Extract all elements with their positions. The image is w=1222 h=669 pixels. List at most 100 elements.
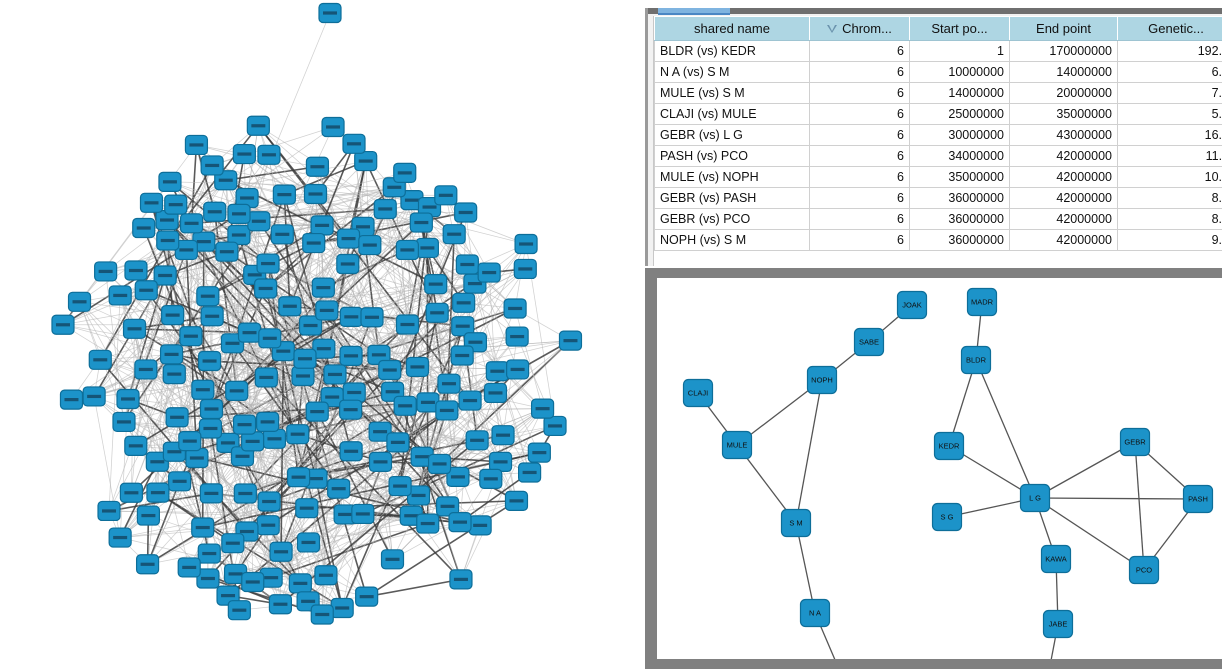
main-network-node[interactable]	[112, 411, 136, 433]
cell-chromosome[interactable]: 6	[809, 82, 910, 104]
main-network-edge[interactable]	[214, 126, 334, 213]
main-network-node[interactable]	[197, 350, 222, 372]
cell-chromosome[interactable]: 6	[809, 145, 910, 167]
main-network-edge[interactable]	[231, 342, 340, 490]
main-network-node[interactable]	[191, 517, 215, 538]
main-network-edge[interactable]	[421, 392, 496, 458]
main-network-node[interactable]	[225, 380, 249, 401]
main-network-node[interactable]	[327, 478, 351, 499]
main-network-node[interactable]	[227, 203, 251, 224]
main-network-node[interactable]	[323, 364, 347, 385]
main-network-edge[interactable]	[379, 325, 464, 432]
main-network-edge[interactable]	[252, 485, 401, 583]
node-shape[interactable]	[931, 502, 963, 532]
node-shape[interactable]	[682, 378, 714, 408]
main-network-node[interactable]	[424, 274, 448, 295]
main-network-node[interactable]	[136, 505, 161, 526]
cell-shared_name[interactable]: MULE (vs) S M	[654, 82, 810, 104]
cell-chromosome[interactable]: 6	[809, 40, 910, 62]
main-network-node[interactable]	[388, 475, 412, 497]
subnetwork-edge[interactable]	[1034, 497, 1145, 571]
main-network-node[interactable]	[339, 441, 363, 462]
cell-start_point[interactable]: 30000000	[909, 124, 1010, 146]
main-network-node[interactable]	[449, 569, 473, 590]
main-network-node[interactable]	[288, 573, 312, 594]
node-shape[interactable]	[960, 345, 992, 375]
main-network-node[interactable]	[254, 278, 278, 299]
subnetwork-edge[interactable]	[975, 359, 1036, 499]
main-network-node[interactable]	[503, 298, 527, 319]
main-network-node[interactable]	[269, 541, 293, 562]
main-network-edge[interactable]	[242, 456, 272, 578]
main-network-node[interactable]	[178, 431, 202, 452]
table-tab-active[interactable]	[658, 8, 730, 15]
main-network-node[interactable]	[318, 2, 342, 24]
cell-chromosome[interactable]: 6	[809, 187, 910, 209]
main-network-edge[interactable]	[169, 181, 269, 265]
main-network-edge[interactable]	[347, 160, 367, 239]
cell-start_point[interactable]: 10000000	[909, 61, 1010, 83]
main-network-node[interactable]	[134, 359, 158, 380]
main-network-node[interactable]	[153, 265, 177, 286]
main-network-node[interactable]	[237, 322, 262, 343]
main-network-edge[interactable]	[283, 194, 291, 307]
cell-shared_name[interactable]: BLDR (vs) KEDR	[654, 40, 810, 62]
main-network-node[interactable]	[227, 224, 251, 246]
main-network-node[interactable]	[305, 156, 330, 177]
main-network-edge[interactable]	[369, 233, 455, 246]
main-network-node[interactable]	[311, 277, 335, 298]
subnetwork-node[interactable]: MULE	[721, 430, 753, 460]
subnetwork-node[interactable]: SABE	[853, 327, 885, 357]
cell-chromosome[interactable]: 6	[809, 103, 910, 125]
main-network-node[interactable]	[360, 307, 384, 328]
cell-shared_name[interactable]: CLAJI (vs) MULE	[654, 103, 810, 125]
column-header-start_point[interactable]: Start po...	[909, 16, 1010, 41]
main-network-node[interactable]	[454, 202, 478, 223]
main-network-node[interactable]	[59, 389, 84, 410]
node-shape[interactable]	[896, 290, 928, 320]
main-network-node[interactable]	[504, 490, 529, 511]
subnetwork-edge[interactable]	[795, 379, 823, 524]
cell-chromosome[interactable]: 6	[809, 124, 910, 146]
cell-genetic[interactable]: 11.4	[1117, 145, 1222, 167]
main-network-node[interactable]	[215, 241, 239, 262]
main-network-node[interactable]	[296, 532, 321, 553]
main-network-edge[interactable]	[326, 199, 413, 311]
node-shape[interactable]	[966, 287, 998, 317]
main-network-node[interactable]	[378, 359, 402, 381]
main-network-edge[interactable]	[514, 308, 543, 409]
main-network-node[interactable]	[278, 296, 302, 317]
main-network-node[interactable]	[108, 527, 132, 548]
main-network-node[interactable]	[124, 260, 148, 281]
main-network-node[interactable]	[330, 597, 354, 619]
main-network-node[interactable]	[468, 515, 492, 536]
cell-genetic[interactable]: 5.9	[1117, 103, 1222, 125]
main-network-edge[interactable]	[347, 263, 438, 314]
main-network-node[interactable]	[373, 198, 397, 220]
main-network-edge[interactable]	[202, 451, 540, 529]
main-network-node[interactable]	[416, 513, 440, 534]
node-shape[interactable]	[1119, 427, 1151, 457]
main-network-edge[interactable]	[210, 125, 259, 429]
main-network-edge[interactable]	[244, 153, 318, 168]
main-network-node[interactable]	[339, 345, 363, 366]
cell-chromosome[interactable]: 6	[809, 229, 910, 251]
main-network-node[interactable]	[119, 482, 143, 503]
main-network-edge[interactable]	[326, 283, 436, 311]
main-network-node[interactable]	[286, 467, 311, 488]
main-network-edge[interactable]	[445, 195, 490, 273]
table-scroll-area[interactable]: shared name Chrom... Start po... End point G…	[653, 16, 1222, 266]
main-network-node[interactable]	[368, 451, 393, 472]
main-network-node[interactable]	[427, 453, 452, 475]
main-network-node[interactable]	[256, 253, 280, 274]
cell-end_point[interactable]: 42000000	[1009, 229, 1118, 251]
main-network-edge[interactable]	[225, 165, 318, 182]
main-network-edge[interactable]	[120, 295, 250, 334]
subnetwork-node[interactable]: GEBR	[1119, 427, 1151, 457]
subnetwork-edge[interactable]	[795, 522, 816, 614]
main-network-node[interactable]	[409, 212, 433, 233]
main-network-node[interactable]	[368, 421, 392, 442]
